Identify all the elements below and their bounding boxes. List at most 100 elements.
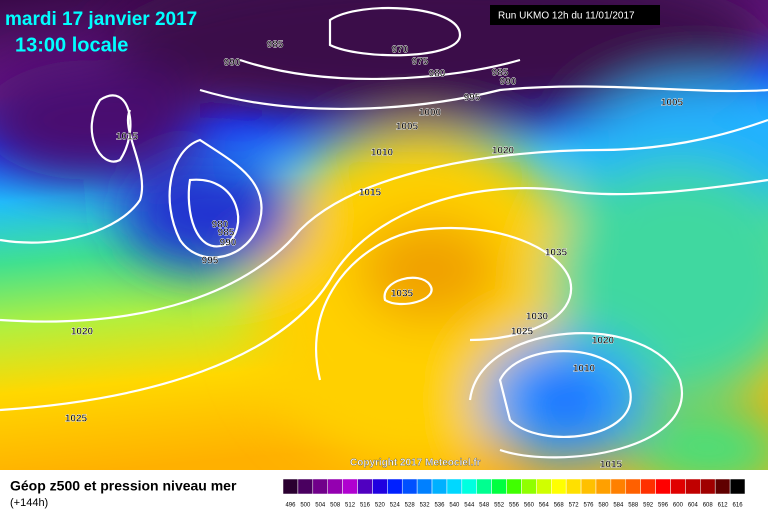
scale-label: 512: [345, 503, 356, 509]
scale-swatch: [327, 478, 343, 495]
isobar-label: 1020: [71, 327, 94, 338]
isobar-label: 1005: [661, 98, 684, 109]
scale-label: 568: [554, 503, 565, 509]
scale-swatch: [610, 478, 627, 495]
scale-swatch: [357, 478, 373, 495]
scale-swatch: [461, 478, 477, 495]
isobar-label: 1015: [600, 460, 623, 471]
scale-label: 496: [285, 503, 296, 509]
scale-label: 508: [330, 503, 341, 509]
scale-swatch: [431, 478, 448, 495]
scale-swatch: [297, 478, 314, 495]
isobar-label: 1015: [359, 188, 382, 199]
scale-label: 520: [375, 503, 386, 509]
scale-label: 560: [524, 503, 535, 509]
scale-swatch: [372, 478, 388, 495]
scale-label: 600: [673, 503, 684, 509]
scale-swatch: [625, 478, 641, 495]
isobar-label: 1025: [511, 327, 534, 338]
scale-swatch: [446, 478, 463, 495]
isobar-label: 1005: [396, 122, 419, 133]
scale-label: 500: [300, 503, 311, 509]
isobar-label: 980: [429, 69, 446, 80]
scale-label: 572: [569, 503, 580, 509]
scale-label: 544: [464, 503, 475, 509]
isobar-label: 1010: [371, 148, 394, 159]
isobar-label: 980: [212, 220, 229, 231]
isobars: [0, 6, 768, 459]
scale-label: 588: [628, 503, 639, 509]
isobar-label: 1025: [65, 414, 88, 425]
scale-label: 576: [584, 503, 595, 509]
isobar-label: 990: [500, 77, 517, 88]
scale-swatch: [670, 478, 686, 495]
isobar-label: 1010: [573, 364, 596, 375]
scale-swatch: [401, 478, 418, 495]
scale-label: 564: [539, 503, 550, 509]
scale-label: 608: [703, 503, 714, 509]
date-label: mardi 17 janvier 2017: [5, 9, 197, 30]
scale-label: 592: [643, 503, 654, 509]
scale-label: 536: [434, 503, 445, 509]
isobar-label: 995: [202, 256, 219, 267]
isobar-label: 985: [492, 68, 509, 79]
scale-label: 532: [420, 503, 431, 509]
scale-swatch: [729, 478, 746, 495]
scale-swatch: [491, 478, 507, 495]
scale-label: 584: [613, 503, 624, 509]
scale-swatch: [595, 478, 612, 495]
scale-swatch: [312, 478, 328, 495]
isobar-label: 1000: [419, 108, 442, 119]
scale-label: 524: [390, 503, 401, 509]
color-scale: 496 500 504 508 512 516 520 524 528 532 536 540 544 5…: [282, 478, 746, 509]
run-box: [490, 5, 660, 25]
isobar-label: 1030: [526, 312, 549, 323]
scale-label: 540: [449, 503, 460, 509]
scale-swatch: [282, 478, 299, 495]
scale-label: 528: [405, 503, 416, 509]
footer-title: Géop z500 et pression niveau mer: [10, 478, 237, 494]
scale-swatch: [476, 478, 492, 495]
isobar-label: 985: [267, 40, 284, 51]
isobar-label: 990: [220, 238, 237, 249]
isobar-label: 985: [218, 228, 235, 239]
isobar-label: 1035: [391, 289, 414, 300]
scale-swatch: [655, 478, 671, 495]
isobar-label: 1020: [492, 146, 515, 157]
scale-label: 616: [733, 503, 744, 509]
time-label: 13:00 locale: [15, 34, 128, 56]
scale-swatch: [685, 478, 701, 495]
scale-swatch: [536, 478, 552, 495]
scale-swatch: [342, 478, 358, 495]
scale-swatch: [700, 478, 716, 495]
scale-swatch: [580, 478, 597, 495]
scale-swatch: [714, 478, 731, 495]
copyright: Copyright 2017 Meteociel.fr: [350, 458, 481, 469]
scale-label: 516: [360, 503, 371, 509]
scale-swatch: [387, 478, 403, 495]
isobar-label: 990: [224, 58, 241, 69]
isobar-label: 1035: [545, 248, 568, 259]
isobar-label: 1015: [116, 132, 139, 143]
scale-swatch: [551, 478, 567, 495]
run-label: Run UKMO 12h du 11/01/2017: [498, 11, 635, 22]
footer-lead: (+144h): [10, 497, 48, 509]
isobar-label: 995: [464, 93, 481, 104]
isobar-label: 1020: [592, 336, 615, 347]
isobar-label: 970: [392, 45, 409, 56]
scale-swatch: [506, 478, 522, 495]
scale-label: 552: [494, 503, 505, 509]
scale-label: 612: [718, 503, 729, 509]
scale-label: 556: [509, 503, 520, 509]
scale-label: 504: [315, 503, 326, 509]
scale-label: 548: [479, 503, 490, 509]
scale-label: 604: [688, 503, 699, 509]
scale-label: 596: [658, 503, 669, 509]
scale-swatch: [565, 478, 582, 495]
scale-label: 580: [598, 503, 609, 509]
scale-swatch: [521, 478, 537, 495]
scale-swatch: [416, 478, 433, 495]
